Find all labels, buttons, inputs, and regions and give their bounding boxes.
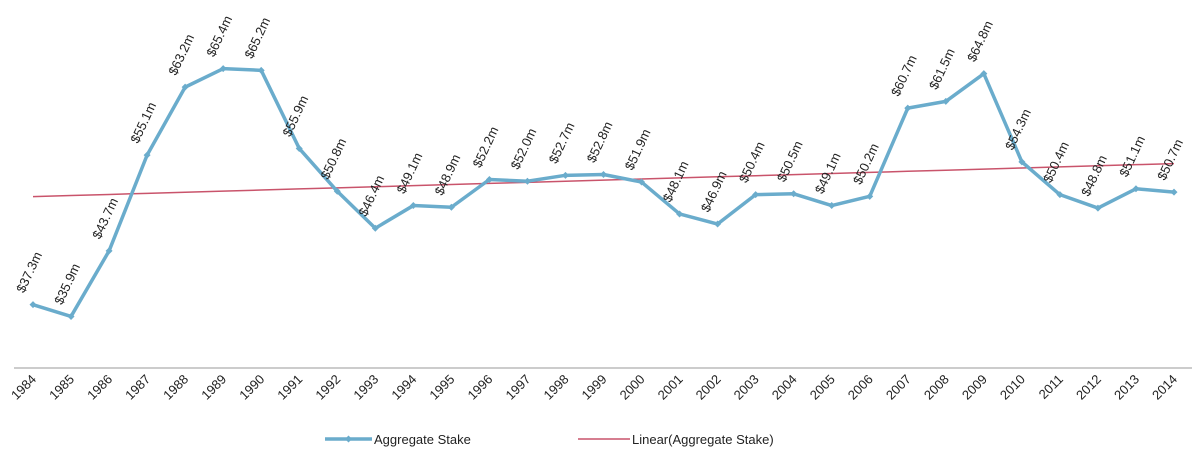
point-marker [257,66,265,74]
point-marker [523,177,531,185]
x-tick-label: 2005 [807,372,838,403]
x-tick-label: 1995 [426,372,457,403]
data-label: $48.8m [1078,153,1110,199]
data-label: $50.7m [1154,137,1186,183]
data-label: $65.2m [241,15,273,61]
x-tick-label: 1989 [198,372,229,403]
point-marker [561,171,569,179]
point-marker [714,220,722,228]
x-tick-label: 2013 [1111,372,1142,403]
legend-marker [345,435,352,443]
point-marker [1018,158,1026,166]
point-marker [790,190,798,198]
data-label: $52.2m [470,124,502,170]
x-tick-label: 2008 [921,372,952,403]
point-marker [752,191,760,199]
x-tick-label: 2006 [845,372,876,403]
point-marker [1170,188,1178,196]
point-marker [638,178,646,186]
x-tick-label: 2009 [959,372,990,403]
data-label: $51.1m [1116,133,1148,179]
point-marker [828,202,836,210]
x-tick-label: 2004 [769,372,800,403]
point-marker [219,65,227,73]
data-label: $50.8m [317,136,349,182]
x-tick-label: 2001 [655,372,686,403]
data-label: $35.9m [51,261,83,307]
x-tick-label: 1991 [274,372,305,403]
point-marker [143,151,151,159]
data-label: $50.4m [736,139,768,185]
data-label: $50.4m [1040,139,1072,185]
x-tick-label: 2010 [997,372,1028,403]
legend-label: Aggregate Stake [374,432,471,447]
x-tick-label: 1997 [502,372,533,403]
point-marker [29,301,37,309]
x-tick-label: 2012 [1073,372,1104,403]
data-label: $50.5m [774,138,806,184]
x-tick-label: 1990 [236,372,267,403]
x-tick-label: 2014 [1149,372,1180,403]
data-label: $51.9m [622,127,654,173]
x-tick-label: 2002 [693,372,724,403]
point-marker [181,83,189,91]
point-marker [295,144,303,152]
point-marker [600,170,607,178]
x-tick-label: 2000 [617,372,648,403]
x-tick-label: 1988 [160,372,191,403]
point-marker [105,247,113,255]
point-marker [409,202,417,210]
point-marker [67,312,75,320]
point-marker [676,210,684,218]
data-label: $64.8m [964,18,996,64]
x-tick-label: 1996 [464,372,495,403]
data-label: $46.4m [355,173,387,219]
x-tick-label: 1998 [541,372,572,403]
data-label: $52.0m [508,126,540,172]
point-marker [1132,185,1140,193]
point-marker [980,70,988,78]
trend-line [32,162,1175,198]
point-marker [371,224,379,232]
x-tick-label: 1984 [8,372,39,403]
data-label: $60.7m [888,53,920,99]
x-tick-label: 1993 [350,372,381,403]
data-label: $46.9m [698,169,730,215]
x-tick-label: 1987 [122,372,153,403]
x-tick-label: 2003 [731,372,762,403]
data-label: $52.8m [584,119,616,165]
data-label: $61.5m [926,46,958,92]
x-tick-label: 2007 [883,372,914,403]
point-marker [866,192,874,200]
data-label: $48.9m [431,152,463,198]
x-tick-label: 1994 [388,372,419,403]
point-marker [904,104,912,112]
point-marker [447,203,455,211]
x-tick-label: 1999 [579,372,610,403]
point-marker [942,97,950,105]
point-marker [333,187,341,195]
x-tick-label: 1985 [46,372,77,403]
data-label: $55.1m [127,100,159,146]
data-label: $37.3m [13,249,45,295]
x-tick-label: 2011 [1036,372,1066,402]
point-marker [485,176,493,184]
data-label: $48.1m [660,159,692,205]
x-tick-label: 1992 [312,372,343,403]
series-line [32,66,1175,319]
data-label: $65.4m [203,13,235,59]
data-label: $52.7m [546,120,578,166]
legend-label: Linear(Aggregate Stake) [632,432,774,447]
point-marker [1056,191,1064,199]
data-label: $49.1m [393,150,425,196]
x-tick-label: 1986 [84,372,115,403]
data-label: $63.2m [165,32,197,78]
point-marker [1094,204,1102,212]
